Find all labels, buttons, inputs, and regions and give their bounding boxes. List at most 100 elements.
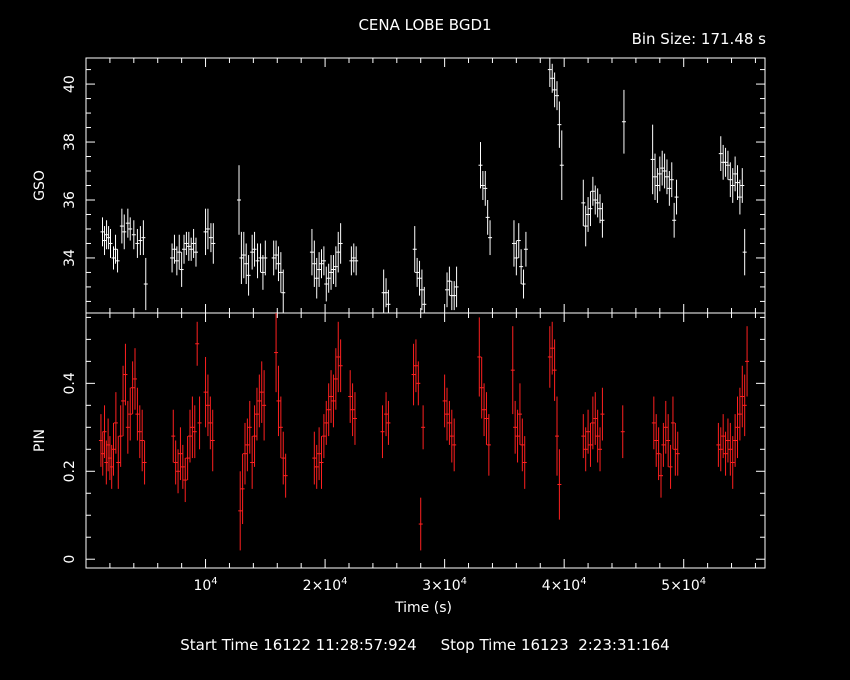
gso-data-point xyxy=(674,179,679,215)
pin-data-point xyxy=(188,409,193,463)
gso-data-point xyxy=(186,231,191,261)
pin-data-point xyxy=(620,405,625,459)
gso-data-point xyxy=(125,208,130,238)
pin-data-point xyxy=(250,436,255,489)
pin-data-point xyxy=(137,405,142,459)
gso-data-point xyxy=(552,72,557,108)
pin-y-tick-label: 0.4 xyxy=(62,372,78,394)
gso-data-point xyxy=(728,162,733,198)
pin-data-point xyxy=(113,392,118,454)
pin-data-point xyxy=(245,418,250,472)
gso-data-point xyxy=(331,255,336,285)
pin-data-point xyxy=(742,374,747,437)
gso-data-points xyxy=(100,58,747,313)
gso-data-point xyxy=(177,234,182,270)
pin-x-tick-label: 4×104 xyxy=(542,576,587,594)
pin-data-point xyxy=(656,427,661,481)
pin-data-point xyxy=(588,422,593,467)
gso-data-point xyxy=(246,255,251,296)
gso-data-point xyxy=(354,246,359,276)
gso-data-point xyxy=(595,188,600,218)
pin-data-point xyxy=(252,405,257,467)
pin-data-point xyxy=(477,317,482,397)
pin-data-point xyxy=(348,370,353,423)
gso-data-point xyxy=(113,234,118,264)
gso-data-point xyxy=(131,220,136,250)
chart-title: CENA LOBE BGD1 xyxy=(358,16,492,34)
pin-data-point xyxy=(135,387,140,441)
gso-data-point xyxy=(271,240,276,276)
gso-data-point xyxy=(452,281,457,311)
gso-data-point xyxy=(586,197,591,232)
pin-data-point xyxy=(123,343,128,406)
pin-data-point xyxy=(173,440,178,485)
gso-data-point xyxy=(104,220,109,250)
pin-data-point xyxy=(314,444,319,489)
pin-data-points xyxy=(98,313,750,551)
pin-data-point xyxy=(668,444,673,489)
pin-data-point xyxy=(262,370,267,441)
pin-data-point xyxy=(600,387,605,441)
pin-data-point xyxy=(380,405,385,459)
pin-panel: 0 0.2 0.4 PIN 104 2×104 3×104 4×104 5×104 Time (s… xyxy=(32,312,766,616)
gso-data-point xyxy=(241,231,246,279)
gso-data-point xyxy=(106,226,111,250)
pin-data-point xyxy=(205,374,210,437)
pin-data-point xyxy=(666,414,671,467)
pin-data-point xyxy=(593,392,598,445)
pin-data-point xyxy=(581,414,586,459)
gso-data-point xyxy=(519,249,524,285)
gso-data-point xyxy=(141,220,146,256)
gso-data-point xyxy=(263,240,268,276)
pin-data-point xyxy=(185,436,190,481)
gso-data-point xyxy=(324,266,329,302)
pin-data-point xyxy=(670,396,675,450)
pin-data-point xyxy=(125,400,130,454)
pin-data-point xyxy=(745,326,750,397)
gso-data-point xyxy=(480,171,485,200)
gso-data-point xyxy=(258,243,263,273)
gso-data-point xyxy=(454,266,459,308)
gso-data-point xyxy=(203,208,208,256)
gso-data-point xyxy=(274,240,279,270)
pin-data-point xyxy=(197,396,202,450)
pin-data-point xyxy=(352,392,357,445)
gso-y-tick-label: 40 xyxy=(62,75,78,93)
pin-data-point xyxy=(517,383,522,445)
gso-data-point xyxy=(182,234,187,264)
pin-data-point xyxy=(586,409,591,454)
gso-data-point xyxy=(559,130,564,200)
gso-data-point xyxy=(255,243,260,279)
pin-data-point xyxy=(257,374,262,428)
pin-data-point xyxy=(737,387,742,441)
gso-data-point xyxy=(184,231,189,256)
pin-data-point xyxy=(324,400,329,445)
gso-data-point xyxy=(488,220,493,256)
pin-data-point xyxy=(195,321,200,366)
pin-data-point xyxy=(203,356,208,428)
gso-data-point xyxy=(516,223,521,258)
pin-data-point xyxy=(721,414,726,459)
pin-data-point xyxy=(510,326,515,415)
gso-data-point xyxy=(170,243,175,273)
gso-data-point xyxy=(653,153,658,200)
pin-data-point xyxy=(336,321,341,393)
pin-data-point xyxy=(333,348,338,410)
gso-data-point xyxy=(598,194,603,224)
gso-data-point xyxy=(312,240,317,287)
pin-data-point xyxy=(171,409,176,463)
gso-data-point xyxy=(333,246,338,287)
start-time-value: 16122 11:28:57:924 xyxy=(263,636,417,654)
pin-data-point xyxy=(317,427,322,481)
pin-data-point xyxy=(254,387,259,441)
pin-data-point xyxy=(242,422,247,485)
pin-data-point xyxy=(482,383,487,437)
gso-data-point xyxy=(314,257,319,299)
gso-data-point xyxy=(386,289,391,313)
gso-data-point xyxy=(657,156,662,192)
gso-data-point xyxy=(143,257,148,311)
pin-data-point xyxy=(547,326,552,388)
pin-data-point xyxy=(319,436,324,489)
pin-x-tick-label: 104 xyxy=(193,576,217,594)
pin-data-point xyxy=(723,431,728,476)
